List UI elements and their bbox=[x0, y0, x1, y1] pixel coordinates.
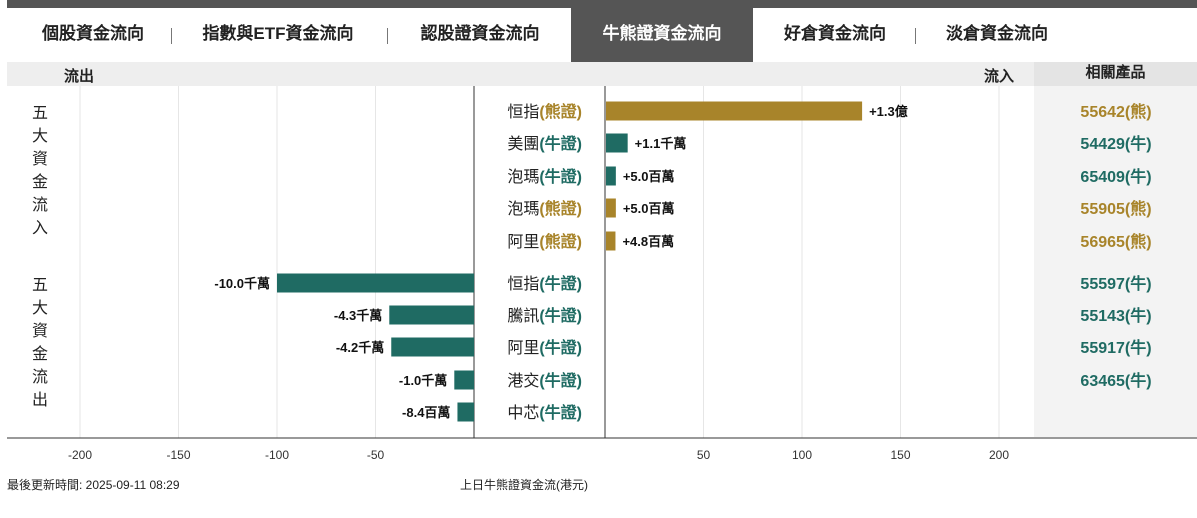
cbbc-type: (熊證) bbox=[539, 102, 582, 121]
data-label: -4.3千萬 bbox=[334, 308, 382, 323]
top-accent-bar bbox=[7, 0, 1197, 8]
group-label-char: 資 bbox=[32, 150, 48, 168]
stock-name: 中芯 bbox=[507, 404, 539, 422]
cbbc-type: (牛證) bbox=[539, 134, 582, 153]
group-label-char: 入 bbox=[32, 220, 48, 237]
bar bbox=[277, 273, 474, 293]
cbbc-type: (牛證) bbox=[539, 338, 582, 357]
x-tick-label: 50 bbox=[697, 448, 711, 462]
stock-label: 美團(牛證) bbox=[507, 134, 582, 153]
related-products-header: 相關產品 bbox=[1034, 62, 1197, 86]
group-label-char: 五 bbox=[32, 105, 48, 122]
stock-name: 騰訊 bbox=[507, 307, 539, 325]
stock-label: 恒指(熊證) bbox=[507, 102, 582, 121]
stock-label: 泡瑪(熊證) bbox=[507, 199, 582, 218]
data-label: -4.2千萬 bbox=[336, 340, 384, 355]
group-label-char: 金 bbox=[32, 173, 48, 191]
stock-label: 阿里(牛證) bbox=[507, 338, 582, 357]
related-product-link[interactable]: 55143(牛) bbox=[1080, 306, 1151, 325]
group-label-char: 大 bbox=[32, 299, 48, 317]
related-product-link[interactable]: 54429(牛) bbox=[1080, 134, 1151, 153]
last-updated: 最後更新時間: 2025-09-11 08:29 bbox=[7, 478, 180, 492]
related-product-link[interactable]: 56965(熊) bbox=[1080, 232, 1151, 251]
group-label-char: 出 bbox=[32, 391, 48, 409]
x-tick-label: 100 bbox=[792, 448, 812, 462]
tab-separator bbox=[387, 28, 388, 44]
tab-stock-flow[interactable]: 個股資金流向 bbox=[42, 24, 144, 43]
group-label-char: 資 bbox=[32, 322, 48, 340]
data-label: -8.4百萬 bbox=[402, 405, 450, 420]
inflow-header: 流入 bbox=[984, 68, 1015, 85]
stock-name: 泡瑪 bbox=[507, 200, 539, 218]
x-tick-label: 150 bbox=[890, 448, 910, 462]
outflow-header: 流出 bbox=[64, 68, 95, 85]
tab-index-etf-flow[interactable]: 指數與ETF資金流向 bbox=[202, 24, 354, 43]
x-tick-label: -200 bbox=[68, 448, 92, 462]
cbbc-type: (牛證) bbox=[539, 403, 582, 422]
bar bbox=[391, 337, 474, 357]
data-label: +4.8百萬 bbox=[622, 234, 674, 249]
chart-caption: 上日牛熊證資金流(港元) bbox=[460, 478, 588, 492]
stock-label: 中芯(牛證) bbox=[507, 403, 582, 422]
data-label: -10.0千萬 bbox=[214, 276, 270, 291]
related-product-link[interactable]: 55905(熊) bbox=[1080, 199, 1151, 218]
bar bbox=[606, 231, 616, 251]
data-label: +5.0百萬 bbox=[623, 169, 675, 184]
tab-cbbc-flow[interactable]: 牛熊證資金流向 bbox=[571, 8, 753, 62]
stock-name: 泡瑪 bbox=[507, 168, 539, 186]
data-label: +1.3億 bbox=[869, 104, 908, 119]
group-label-char: 流 bbox=[32, 368, 48, 386]
x-tick-label: -50 bbox=[367, 448, 385, 462]
x-tick-label: -100 bbox=[265, 448, 289, 462]
tab-bar: 個股資金流向 指數與ETF資金流向 認股證資金流向 牛熊證資金流向 好倉資金流向… bbox=[7, 8, 1197, 62]
data-label: +5.0百萬 bbox=[623, 201, 675, 216]
related-product-link[interactable]: 55642(熊) bbox=[1080, 102, 1151, 121]
stock-name: 恒指 bbox=[507, 103, 539, 121]
bar bbox=[606, 166, 616, 186]
tab-separator bbox=[915, 28, 916, 44]
tab-separator bbox=[171, 28, 172, 44]
x-tick-label: -150 bbox=[166, 448, 190, 462]
tab-short-position-flow[interactable]: 淡倉資金流向 bbox=[946, 24, 1048, 43]
cbbc-type: (牛證) bbox=[539, 306, 582, 325]
stock-name: 美團 bbox=[507, 135, 539, 153]
stock-label: 泡瑪(牛證) bbox=[507, 167, 582, 186]
stock-label: 阿里(熊證) bbox=[507, 232, 582, 251]
tab-long-position-flow[interactable]: 好倉資金流向 bbox=[784, 24, 886, 43]
group-label-char: 流 bbox=[32, 196, 48, 214]
related-products-column bbox=[1034, 86, 1197, 437]
tab-warrant-flow[interactable]: 認股證資金流向 bbox=[420, 24, 540, 43]
stock-name: 港交 bbox=[507, 372, 539, 390]
stock-name: 恒指 bbox=[507, 275, 539, 293]
group-label-char: 大 bbox=[32, 127, 48, 145]
bar bbox=[606, 133, 628, 153]
stock-label: 恒指(牛證) bbox=[507, 274, 582, 293]
cbbc-type: (牛證) bbox=[539, 167, 582, 186]
bar bbox=[606, 101, 863, 121]
data-label: -1.0千萬 bbox=[399, 373, 447, 388]
stock-label: 騰訊(牛證) bbox=[507, 306, 582, 325]
bar bbox=[454, 370, 474, 390]
related-product-link[interactable]: 55597(牛) bbox=[1080, 274, 1151, 293]
group-label-char: 金 bbox=[32, 345, 48, 363]
stock-name: 阿里 bbox=[507, 233, 539, 251]
data-label: +1.1千萬 bbox=[635, 136, 687, 151]
related-product-link[interactable]: 63465(牛) bbox=[1080, 371, 1151, 390]
bar bbox=[606, 198, 616, 218]
stock-label: 港交(牛證) bbox=[507, 371, 582, 390]
column-header: 流出 流入 相關產品 bbox=[7, 62, 1197, 86]
cbbc-type: (熊證) bbox=[539, 199, 582, 218]
cbbc-type: (牛證) bbox=[539, 371, 582, 390]
related-product-link[interactable]: 55917(牛) bbox=[1080, 338, 1151, 357]
bar bbox=[457, 402, 474, 422]
stock-name: 阿里 bbox=[507, 339, 539, 357]
x-tick-label: 200 bbox=[989, 448, 1009, 462]
group-label-char: 五 bbox=[32, 277, 48, 294]
bar bbox=[389, 305, 474, 325]
related-product-link[interactable]: 65409(牛) bbox=[1080, 167, 1151, 186]
cbbc-type: (熊證) bbox=[539, 232, 582, 251]
cbbc-type: (牛證) bbox=[539, 274, 582, 293]
